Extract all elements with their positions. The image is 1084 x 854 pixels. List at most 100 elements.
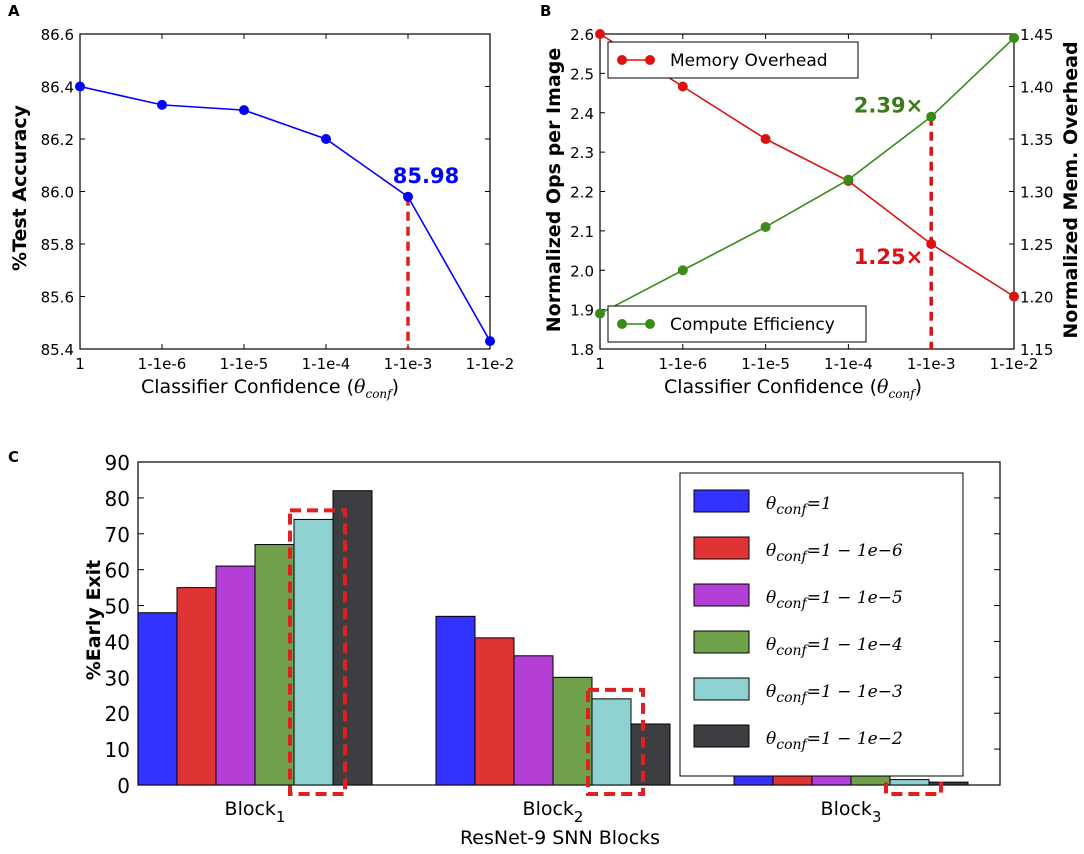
x-tick-label: 1-1e-2	[466, 355, 515, 373]
y-tick-label-left: 2.4	[570, 105, 594, 123]
compute-efficiency-point	[595, 308, 605, 319]
chart-c-ylabel: %Early Exit	[83, 560, 105, 681]
chart-a-ylabel: %Test Accuracy	[9, 104, 31, 271]
legend-swatch	[693, 489, 750, 513]
chart-a-accuracy: 85.4 85.6 85.8 86.0 86.2 86.4 86.6 1 1-1e-6 1-1e-…	[41, 26, 515, 373]
y-tick-label-right: 1.40	[1020, 79, 1053, 97]
x-tick-label: 1	[75, 355, 85, 373]
y-tick-label: 50	[105, 595, 130, 619]
x-tick-label: Block3	[821, 798, 882, 826]
memory-overhead-point	[677, 81, 688, 92]
y-tick-label-left: 2.1	[570, 223, 594, 241]
bar	[630, 723, 671, 786]
chart-b-ylabel-left: Normalized Ops per Image	[543, 48, 565, 332]
y-tick-label-left: 2.5	[570, 65, 594, 83]
y-tick-label-left: 2.2	[570, 184, 594, 202]
chart-b-xlabel: Classifier Confidence (θconf)	[664, 376, 922, 401]
data-point	[321, 134, 331, 144]
data-point	[157, 99, 167, 110]
chart-b-annotation-compute: 2.39×	[854, 94, 923, 118]
x-tick-label: 1-1e-4	[824, 355, 873, 373]
chart-a-annotation: 85.98	[393, 164, 459, 188]
bar	[552, 676, 593, 786]
chart-c-early-exit: 0 10 20 30 40 50 60 70 80 90 Block1 Block2 Block3 θco…	[105, 451, 1001, 826]
y-tick-label-left: 1.9	[570, 302, 594, 320]
y-tick-label: 86.4	[41, 79, 74, 97]
legend-compute-label: Compute Efficiency	[670, 315, 835, 335]
bar	[435, 615, 476, 786]
legend-label: θconf=1	[766, 494, 832, 518]
chart-b-annotation-memory: 1.25×	[854, 245, 923, 269]
y-tick-label-right: 1.30	[1020, 184, 1053, 202]
y-tick-label: 70	[105, 523, 130, 547]
x-tick-label: 1-1e-5	[741, 355, 790, 373]
x-tick-label: Block1	[225, 798, 286, 826]
bar	[215, 565, 256, 786]
y-tick-label-right: 1.45	[1020, 26, 1053, 44]
legend-memory-marker	[617, 55, 627, 65]
legend-swatch	[693, 677, 750, 701]
chart-a-accuracy-line	[79, 85, 491, 342]
memory-overhead-point	[1009, 291, 1019, 302]
x-tick-label: 1-1e-3	[907, 355, 956, 373]
panel-label-c: C	[8, 448, 19, 466]
compute-efficiency-line	[599, 37, 1015, 315]
y-tick-label-left: 1.8	[570, 341, 594, 359]
compute-efficiency-point	[926, 111, 937, 122]
y-tick-label: 60	[105, 559, 130, 583]
bar	[591, 698, 632, 786]
legend-memory-label: Memory Overhead	[670, 51, 828, 71]
y-tick-label-right: 1.20	[1020, 289, 1053, 307]
y-tick-label: 85.8	[41, 236, 74, 254]
bar	[254, 544, 295, 786]
compute-efficiency-point	[1009, 32, 1019, 43]
y-tick-label: 86.2	[41, 131, 74, 149]
data-point	[403, 191, 413, 202]
chart-b-frame	[599, 33, 1015, 350]
y-tick-label: 40	[105, 630, 130, 654]
memory-overhead-point	[595, 29, 605, 39]
bar	[928, 781, 969, 786]
y-tick-label: 80	[105, 487, 130, 511]
highlight-box	[288, 508, 347, 796]
x-tick-label: 1-1e-6	[658, 355, 707, 373]
x-tick-label: 1-1e-3	[384, 355, 433, 373]
legend-label: θconf=1 − 1e−2	[766, 729, 903, 753]
compute-efficiency-point	[843, 174, 854, 185]
bar	[889, 779, 930, 786]
y-tick-label-right: 1.15	[1020, 341, 1053, 359]
legend-swatch	[693, 724, 750, 748]
legend-compute-marker	[617, 319, 627, 329]
panel-label-a: A	[8, 2, 20, 20]
y-tick-label: 86.6	[41, 26, 74, 44]
legend-memory-marker	[645, 55, 655, 65]
bar	[137, 612, 178, 786]
x-tick-label: 1-1e-4	[302, 355, 351, 373]
y-tick-label: 20	[105, 702, 130, 726]
chart-c-xlabel: ResNet-9 SNN Blocks	[460, 827, 660, 849]
compute-efficiency-point	[677, 265, 688, 276]
data-point	[485, 336, 495, 347]
highlight-box	[586, 687, 645, 796]
y-tick-label: 90	[105, 451, 130, 475]
y-tick-label-left: 2.0	[570, 262, 594, 280]
x-tick-label: 1-1e-5	[220, 355, 269, 373]
y-tick-label-right: 1.35	[1020, 131, 1053, 149]
compute-efficiency-point	[760, 221, 771, 232]
y-tick-label: 0	[117, 774, 130, 798]
x-tick-label: 1	[595, 355, 605, 373]
legend-compute-marker	[645, 319, 655, 329]
chart-b-ylabel-right: Normalized Mem. Overhead	[1060, 41, 1082, 338]
x-tick-label: Block2	[523, 798, 584, 826]
y-tick-label: 86.0	[41, 184, 74, 202]
legend-swatch	[693, 536, 750, 560]
y-tick-label: 85.4	[41, 341, 74, 359]
legend-swatch	[693, 630, 750, 654]
y-tick-label: 30	[105, 666, 130, 690]
y-tick-label: 85.6	[41, 289, 74, 307]
legend-label: θconf=1 − 1e−6	[766, 541, 903, 565]
chart-a-xlabel: Classifier Confidence (θconf)	[141, 376, 399, 401]
legend-label: θconf=1 − 1e−4	[766, 635, 903, 659]
y-tick-label-right: 1.25	[1020, 236, 1053, 254]
